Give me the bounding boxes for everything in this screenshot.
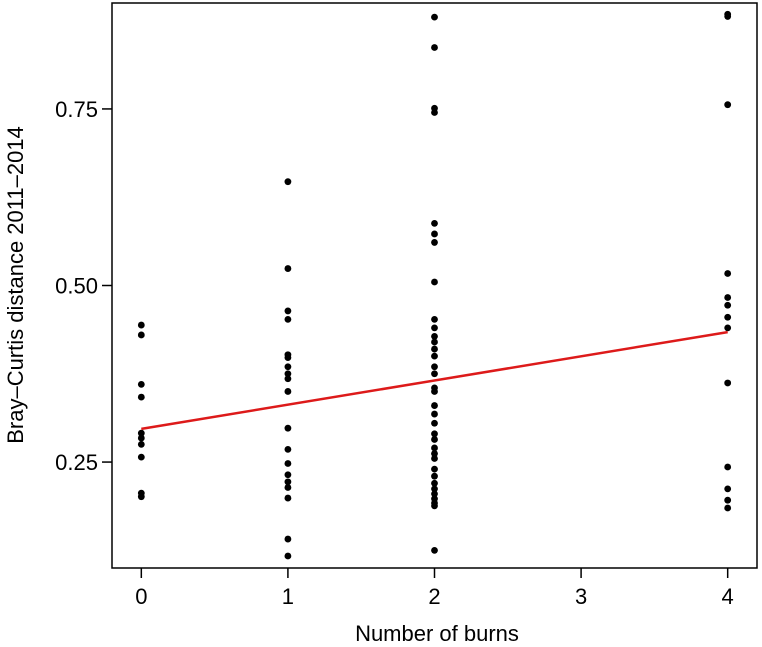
data-point [431,332,438,340]
data-point [724,301,732,309]
x-axis: 0 1 2 3 4 [135,568,734,609]
data-point [284,478,292,486]
x-tick-label: 0 [135,584,147,609]
data-point [284,445,292,453]
data-point [284,535,292,543]
data-point [284,460,292,467]
y-tick-label: 0.50 [55,274,98,299]
data-point [431,444,438,452]
data-point [724,485,732,493]
data-point [431,485,438,493]
x-tick-label: 2 [428,584,440,609]
data-point [137,453,145,461]
data-point [284,354,292,361]
data-point [284,388,292,395]
data-point [431,450,438,457]
regression-line [141,330,728,431]
data-point [431,490,438,498]
data-point [431,278,438,286]
data-point [431,479,438,487]
data-point [431,338,438,346]
data-point [137,441,145,448]
data-point [137,380,145,388]
data-point [431,219,438,227]
data-point [284,316,292,323]
data-points [137,10,732,560]
data-point [137,393,145,401]
data-point [431,316,438,323]
data-point [724,463,732,471]
data-point [137,493,145,501]
data-point [284,471,292,479]
data-point [431,410,438,418]
data-point [431,44,438,51]
data-point [137,331,145,339]
data-point [724,504,732,512]
y-tick-label: 0.25 [55,450,98,475]
data-point [724,324,732,332]
data-point [431,402,438,409]
data-point [724,101,732,109]
data-point [137,321,145,329]
y-tick-label: 0.75 [55,97,98,122]
data-point [431,455,438,462]
data-point [431,109,438,116]
data-point [431,436,438,443]
data-point [724,313,732,321]
data-point [431,502,438,510]
data-point [724,294,732,301]
data-point [431,546,438,554]
data-point [284,375,292,383]
data-point [431,324,438,332]
data-point [431,465,438,473]
data-point [431,472,438,480]
data-point [431,370,438,378]
x-axis-label: Number of burns [355,621,519,646]
data-point [284,265,292,272]
data-point [431,419,438,427]
data-point [724,496,732,504]
data-point [431,363,438,371]
data-point [431,388,438,395]
data-point [284,178,292,186]
data-point [724,13,732,20]
data-point [431,13,438,21]
data-point [431,345,438,353]
data-point [724,270,732,277]
data-point [431,430,438,438]
x-tick-label: 1 [282,584,294,609]
x-tick-label: 3 [575,584,587,609]
data-point [284,363,292,371]
data-point [431,352,438,360]
x-tick-label: 4 [722,584,734,609]
data-point [284,552,292,560]
data-point [431,239,438,246]
data-point [137,434,145,442]
data-point [284,424,292,432]
data-point [284,484,292,491]
data-point [431,230,438,238]
data-point [137,429,145,437]
y-axis: 0.25 0.50 0.75 [55,97,112,475]
data-point [284,370,292,378]
data-point [724,379,732,387]
data-point [284,494,292,502]
regression-line-group [141,330,728,431]
data-point [284,307,292,315]
y-axis-label: Bray–Curtis distance 2011–2014 [3,126,28,444]
